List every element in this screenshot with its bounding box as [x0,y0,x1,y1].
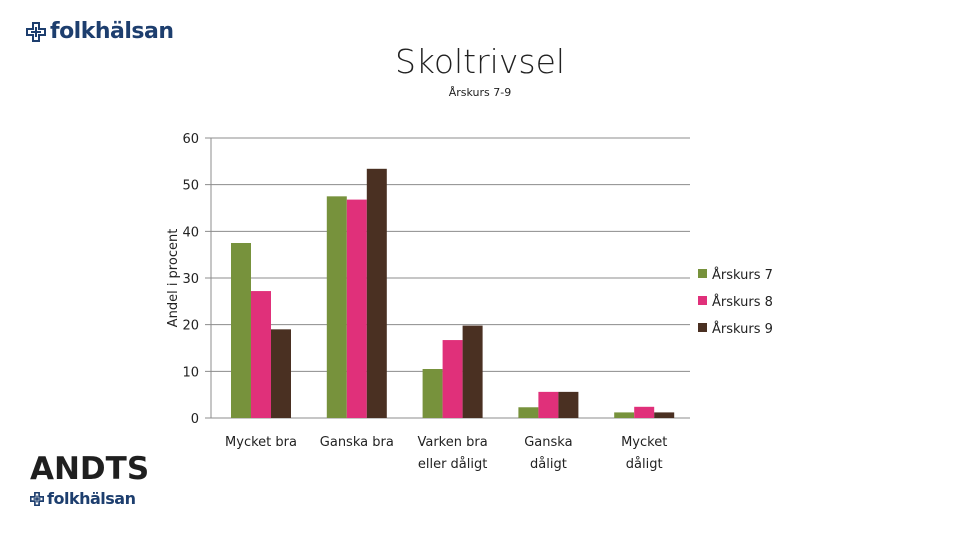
legend-label: Årskurs 9 [712,321,773,337]
y-tick-label: 20 [182,319,199,334]
bar [558,391,579,418]
bar [462,325,483,418]
x-tick-label: dåligt [530,457,567,472]
andts-title: ANDTS [30,451,150,487]
y-tick-label: 50 [182,179,199,194]
y-tick-label: 10 [182,365,199,380]
folkhalsan-cross-icon [30,492,44,506]
bar [518,407,539,418]
legend-swatch [698,269,707,278]
legend-label: Årskurs 7 [712,267,773,283]
y-axis-title: Andel i procent [166,229,181,328]
bar [422,369,443,418]
chart-title: Skoltrivsel [394,42,566,81]
x-tick-label: Ganska bra [320,435,394,450]
bar [271,329,291,418]
legend-label: Årskurs 8 [712,294,773,310]
bar [654,412,675,418]
bar [442,340,463,418]
andts-logo: ANDTS folkhälsan [30,452,149,508]
folkhalsan-logo-text-small: folkhälsan [47,489,136,508]
bar [346,199,367,418]
legend-swatch [698,296,707,305]
y-tick-label: 0 [191,412,199,427]
folkhalsan-logo-top: folkhälsan [26,20,174,44]
y-tick-label: 60 [182,132,199,147]
y-tick-label: 40 [182,225,199,240]
x-tick-label: Mycket bra [225,435,297,450]
bar [251,291,271,418]
x-tick-label: Mycket [621,435,667,450]
y-tick-label: 30 [182,272,199,287]
x-tick-label: Varken bra [417,435,487,450]
bar [326,196,347,418]
x-tick-label: dåligt [626,457,663,472]
bar [634,406,655,418]
chart-subtitle: Årskurs 7-9 [448,86,512,99]
x-tick-label: eller dåligt [418,457,488,472]
x-tick-label: Ganska [524,435,572,450]
bar [614,412,635,418]
bar [366,168,387,418]
bar [231,243,251,418]
legend-swatch [698,323,707,332]
folkhalsan-cross-icon [26,22,46,42]
folkhalsan-logo-text: folkhälsan [50,19,174,44]
bar [538,391,559,418]
